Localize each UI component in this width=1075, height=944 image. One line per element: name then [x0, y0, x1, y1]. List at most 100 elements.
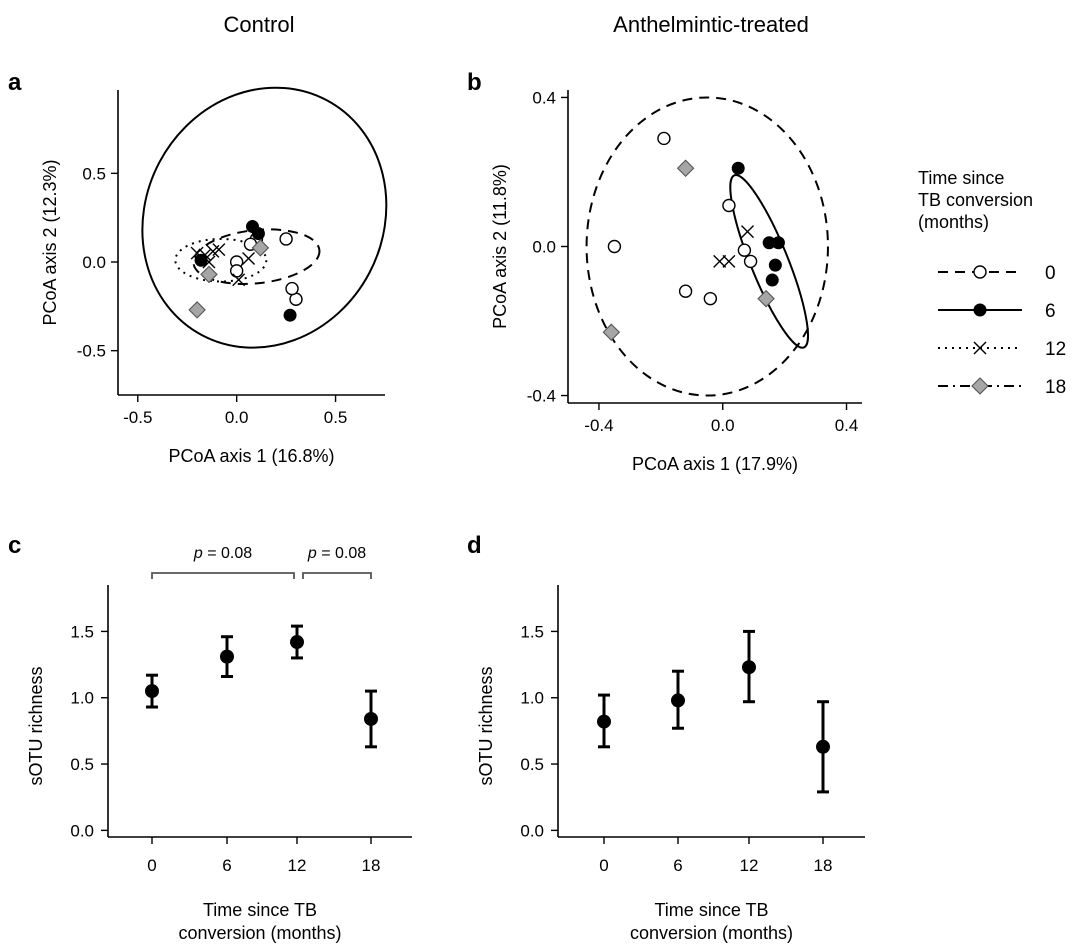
p-value-text: = 0.08 — [317, 545, 366, 562]
point-month-0 — [285, 281, 299, 296]
point-month-12-stroke-2 — [713, 254, 727, 268]
legend-marker-6 — [973, 303, 987, 317]
legend-marker-12-stroke-2 — [973, 341, 987, 355]
legend-entry-18: 18 — [938, 377, 1066, 398]
y-axis-title: PCoA axis 2 (11.8%) — [490, 164, 510, 329]
x-tick-label: -0.5 — [123, 408, 152, 427]
point-month-12-stroke-2 — [242, 251, 256, 265]
point-month-0 — [229, 264, 244, 278]
mean-point — [742, 660, 756, 675]
point-month-12-stroke-2 — [190, 246, 204, 260]
legend-title-line-1: Time since — [918, 168, 1004, 188]
point-month-12-stroke-2 — [740, 225, 754, 239]
mean-point — [816, 739, 830, 754]
x-tick-label: 0.0 — [225, 408, 249, 427]
y-tick-label: 1.0 — [70, 689, 94, 708]
point-month-6 — [283, 308, 297, 322]
legend-label-0: 0 — [1045, 263, 1056, 284]
richness-plot-control: 0.0 0.5 1.0 1.5 0 6 12 18 Time since TB conversio… — [26, 545, 412, 943]
point-month-6 — [251, 227, 265, 241]
point-month-18 — [757, 289, 775, 308]
pcoa-plot-anthelmintic: -0.4 0.0 0.4 -0.4 0.0 0.4 PCoA axis 1 (17.9%) P… — [490, 88, 862, 474]
significance-bracket: p = 0.08 — [151, 545, 295, 579]
legend-marker-12 — [973, 341, 987, 355]
y-axis-title: PCoA axis 2 (12.3%) — [40, 159, 60, 325]
legend-marker-0 — [973, 265, 987, 279]
y-tick-label: 0.0 — [532, 238, 556, 257]
point-month-18 — [676, 159, 695, 178]
mean-point — [290, 635, 304, 650]
confidence-ellipse-0 — [585, 96, 829, 397]
point-month-0 — [743, 254, 758, 269]
y-tick-label: -0.5 — [77, 342, 106, 361]
legend-entry-0: 0 — [938, 263, 1056, 284]
x-axis-title: PCoA axis 1 (16.8%) — [168, 446, 334, 466]
point-month-0 — [678, 284, 693, 298]
legend-title-line-3: (months) — [918, 212, 989, 232]
confidence-ellipse-6 — [141, 86, 388, 349]
point-month-12 — [713, 254, 727, 268]
point-month-12 — [198, 248, 212, 262]
legend-entry-12: 12 — [938, 339, 1066, 360]
x-tick-label: 0.0 — [711, 416, 735, 435]
column-title-anthelmintic: Anthelmintic-treated — [613, 12, 809, 37]
mean-point — [671, 693, 685, 708]
x-axis-title-line-2: conversion (months) — [178, 923, 341, 943]
confidence-ellipse-0 — [192, 228, 321, 285]
y-tick-label: 0.4 — [532, 88, 556, 107]
point-month-6 — [765, 273, 779, 287]
point-month-18 — [188, 301, 206, 319]
panel-letter-a: a — [8, 69, 22, 96]
legend-entry-6: 6 — [938, 301, 1056, 322]
legend-marker-18 — [971, 377, 989, 395]
point-month-18 — [251, 239, 270, 257]
mean-point — [364, 711, 378, 726]
point-month-0 — [722, 198, 736, 213]
p-value-symbol: p — [193, 545, 203, 562]
y-tick-label: -0.4 — [527, 387, 556, 406]
p-value-text: = 0.08 — [203, 545, 252, 562]
legend-label-12: 12 — [1045, 339, 1066, 360]
x-axis-title-line-1: Time since TB — [654, 900, 768, 920]
x-tick-label: -0.4 — [584, 416, 613, 435]
y-tick-label: 0.5 — [520, 755, 544, 774]
richness-plot-anthelmintic: 0.0 0.5 1.0 1.5 0 6 12 18 Time since TB conversio… — [476, 585, 865, 943]
p-value-symbol: p — [307, 545, 317, 562]
legend-label-18: 18 — [1045, 377, 1066, 398]
y-tick-label: 1.5 — [520, 622, 544, 641]
mean-point — [220, 649, 234, 664]
point-month-18 — [602, 323, 621, 341]
point-month-0 — [737, 243, 752, 257]
column-title-control: Control — [224, 12, 295, 37]
y-tick-label: 0.0 — [70, 821, 94, 840]
x-tick-label: 18 — [362, 856, 381, 875]
point-month-0 — [279, 232, 293, 246]
x-axis-title-line-2: conversion (months) — [630, 923, 793, 943]
point-month-12 — [212, 243, 226, 257]
panel-letter-c: c — [8, 532, 21, 559]
legend: Time since TB conversion (months) 0 6 12 18 — [918, 168, 1066, 398]
legend-title-line-2: TB conversion — [918, 190, 1033, 210]
point-month-0 — [657, 131, 671, 146]
x-tick-label: 12 — [288, 856, 307, 875]
panel-letter-b: b — [467, 69, 482, 96]
x-tick-label: 0.4 — [835, 416, 859, 435]
y-axis-title: sOTU richness — [476, 666, 496, 785]
legend-label-6: 6 — [1045, 301, 1056, 322]
y-tick-label: 0.5 — [70, 755, 94, 774]
point-month-12 — [740, 225, 754, 239]
bracket-line — [151, 572, 295, 579]
point-month-12-stroke-2 — [202, 255, 216, 269]
y-tick-label: 0.0 — [520, 821, 544, 840]
mean-point — [145, 684, 159, 699]
x-tick-label: 18 — [814, 856, 833, 875]
point-month-12 — [202, 255, 216, 269]
x-tick-label: 12 — [740, 856, 759, 875]
point-month-12 — [242, 251, 256, 265]
point-month-6 — [768, 258, 782, 272]
y-tick-label: 1.0 — [520, 689, 544, 708]
p-value-label: p = 0.08 — [307, 545, 366, 562]
panel-letter-d: d — [467, 532, 482, 559]
pcoa-plot-control: -0.5 0.0 0.5 -0.5 0.0 0.5 PCoA axis 1 (16.8%) P… — [40, 86, 388, 466]
